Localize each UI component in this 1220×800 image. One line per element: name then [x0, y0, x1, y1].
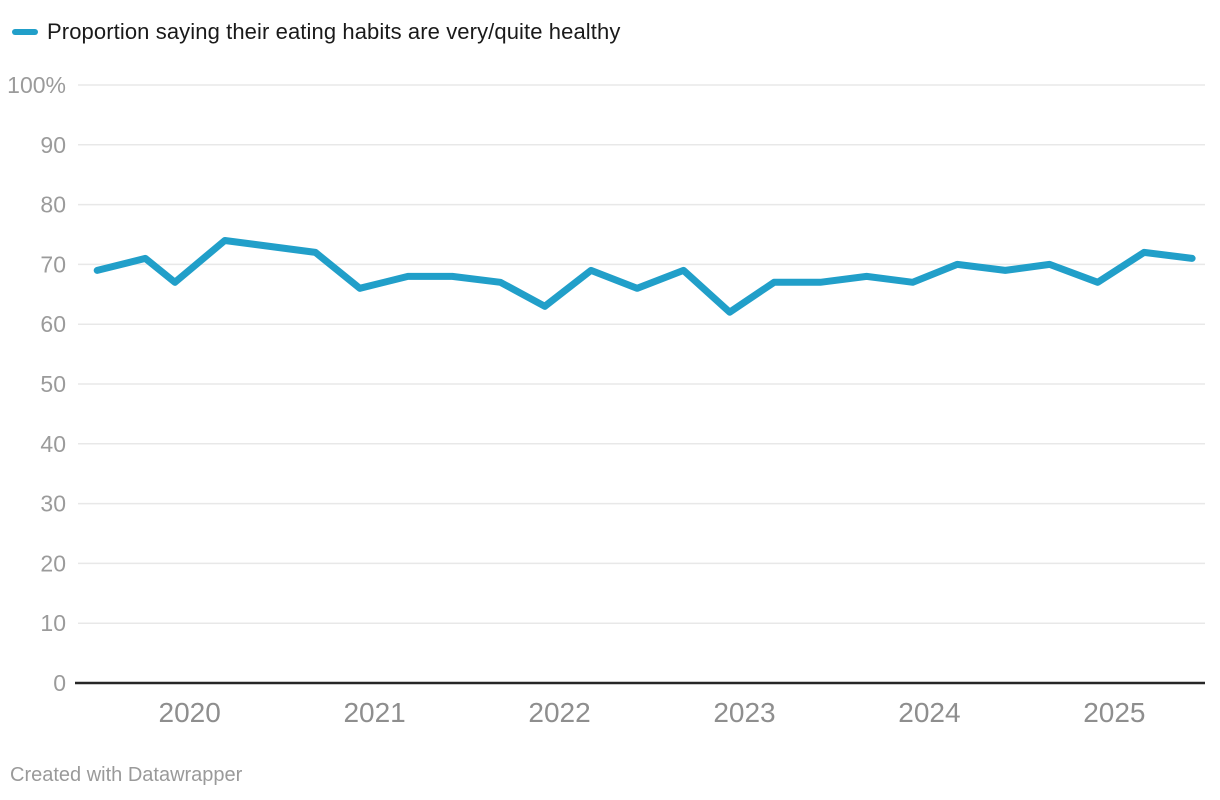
- y-tick-label: 0: [53, 670, 66, 696]
- y-tick-label: 90: [40, 132, 66, 158]
- y-tick-label: 10: [40, 610, 66, 636]
- x-tick-label: 2025: [1083, 697, 1145, 728]
- x-tick-label: 2022: [528, 697, 590, 728]
- y-tick-label: 40: [40, 431, 66, 457]
- legend: Proportion saying their eating habits ar…: [12, 19, 620, 45]
- x-tick-label: 2023: [713, 697, 775, 728]
- y-tick-label: 20: [40, 550, 66, 576]
- y-tick-label: 30: [40, 491, 66, 517]
- x-tick-label: 2024: [898, 697, 960, 728]
- legend-label: Proportion saying their eating habits ar…: [47, 19, 621, 44]
- attribution: Created with Datawrapper: [10, 764, 243, 786]
- x-tick-label: 2020: [159, 697, 221, 728]
- y-tick-label: 60: [40, 311, 66, 337]
- legend-line-swatch: [12, 29, 38, 35]
- y-tick-label: 80: [40, 192, 66, 218]
- series-line: [93, 237, 1196, 316]
- y-tick-label: 100%: [7, 72, 66, 98]
- y-tick-label: 50: [40, 371, 66, 397]
- y-tick-label: 70: [40, 251, 66, 277]
- x-tick-label: 2021: [343, 697, 405, 728]
